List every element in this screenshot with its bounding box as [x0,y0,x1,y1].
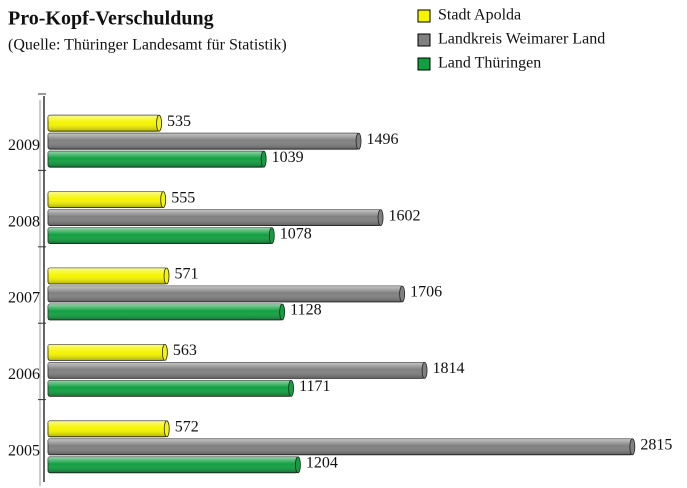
value-label: 1706 [410,284,442,301]
legend-label: Landkreis Weimarer Land [438,31,605,48]
value-label: 1128 [290,302,321,319]
bar-end [399,285,406,303]
bar-end [629,438,636,456]
bar-shade [48,344,165,361]
bar-end [260,150,267,168]
chart-subtitle: (Quelle: Thüringer Landesamt für Statist… [8,37,287,54]
bar-shade [48,268,167,284]
bar-end [279,303,286,321]
y-tick-label: 2006 [8,366,40,383]
legend-swatch [417,57,431,71]
bar-end [288,379,294,397]
y-tick-label: 2007 [8,290,40,307]
bar-end [161,343,168,361]
legend-swatch [417,33,431,47]
bar-shade [48,151,264,168]
value-label: 1496 [367,131,399,148]
value-label: 1171 [299,378,330,395]
bar-shade [48,191,164,208]
bar-end [268,227,275,245]
bar-shade [48,420,167,437]
y-tick-label: 2005 [8,442,40,459]
y-tick-label: 2008 [8,213,40,230]
bar-shade [48,227,272,244]
bar-end [156,114,162,132]
bar-end [160,191,167,209]
value-label: 1204 [306,454,338,471]
bar-end [355,132,362,150]
bar-shade [48,115,160,132]
bar-shade [48,456,298,473]
value-label: 572 [175,418,199,435]
bar-end [377,209,384,227]
bar-end [421,361,428,379]
bar-end [295,456,301,474]
bar-end [163,420,170,438]
bar-shade [48,380,292,397]
value-label: 1814 [433,360,465,377]
value-label: 571 [175,266,199,283]
bar-shade [48,438,633,455]
bar-shade [48,286,403,302]
value-label: 1078 [280,225,312,242]
chart-title: Pro-Kopf-Verschuldung [8,8,214,30]
legend-label: Stadt Apolda [438,7,521,24]
value-label: 1039 [272,149,304,166]
value-label: 2815 [640,436,672,453]
value-label: 555 [171,189,195,206]
bar-end [163,267,170,285]
bar-shade [48,209,381,226]
y-tick-label: 2009 [8,137,40,154]
legend-label: Land Thüringen [438,55,541,72]
value-label: 563 [173,342,197,359]
bar-shade [48,362,425,379]
value-label: 535 [167,113,191,130]
bar-shade [48,304,283,320]
legend-swatch [417,9,431,23]
value-label: 1602 [389,207,421,224]
bar-shade [48,133,359,150]
